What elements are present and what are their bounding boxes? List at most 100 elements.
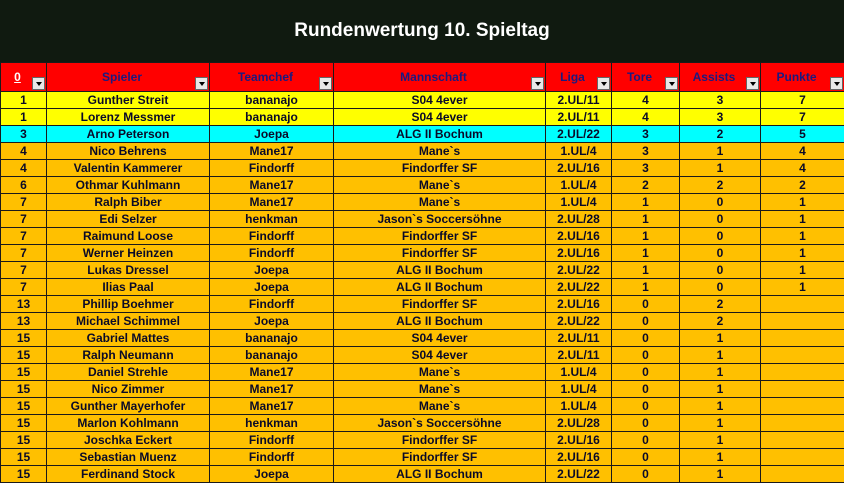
- cell-punkte: [761, 347, 844, 364]
- cell-assists: 1: [680, 449, 761, 466]
- cell-teamchef: Findorff: [210, 160, 334, 177]
- filter-dropdown-icon[interactable]: [319, 77, 332, 90]
- cell-player: Valentin Kammerer: [47, 160, 210, 177]
- cell-punkte: [761, 381, 844, 398]
- cell-punkte: [761, 449, 844, 466]
- cell-assists: 1: [680, 330, 761, 347]
- cell-teamchef: Joepa: [210, 262, 334, 279]
- column-header-punkte: Punkte: [761, 63, 844, 92]
- cell-tore: 1: [612, 211, 680, 228]
- cell-teamchef: Joepa: [210, 313, 334, 330]
- cell-mannschaft: Findorffer SF: [334, 228, 546, 245]
- cell-punkte: 4: [761, 143, 844, 160]
- cell-tore: 0: [612, 364, 680, 381]
- cell-punkte: 7: [761, 109, 844, 126]
- cell-teamchef: Findorff: [210, 432, 334, 449]
- cell-rank: 1: [1, 109, 47, 126]
- cell-teamchef: Mane17: [210, 398, 334, 415]
- cell-liga: 2.UL/22: [546, 313, 612, 330]
- cell-teamchef: Findorff: [210, 228, 334, 245]
- filter-dropdown-icon[interactable]: [195, 77, 208, 90]
- filter-dropdown-icon[interactable]: [830, 77, 843, 90]
- cell-punkte: [761, 364, 844, 381]
- column-header-label: Mannschaft: [400, 70, 479, 84]
- cell-punkte: 5: [761, 126, 844, 143]
- cell-rank: 7: [1, 211, 47, 228]
- filter-dropdown-icon[interactable]: [32, 77, 45, 90]
- cell-punkte: [761, 296, 844, 313]
- cell-assists: 2: [680, 126, 761, 143]
- column-header-rank: 0: [1, 63, 47, 92]
- column-header-label: 0: [14, 70, 33, 84]
- cell-rank: 15: [1, 449, 47, 466]
- cell-tore: 1: [612, 279, 680, 296]
- cell-tore: 4: [612, 92, 680, 109]
- column-header-tore: Tore: [612, 63, 680, 92]
- cell-tore: 0: [612, 466, 680, 483]
- cell-tore: 2: [612, 177, 680, 194]
- page-title: Rundenwertung 10. Spieltag: [0, 0, 844, 62]
- cell-teamchef: Findorff: [210, 449, 334, 466]
- cell-assists: 2: [680, 296, 761, 313]
- cell-assists: 1: [680, 160, 761, 177]
- cell-mannschaft: Mane`s: [334, 364, 546, 381]
- cell-assists: 1: [680, 466, 761, 483]
- cell-player: Lorenz Messmer: [47, 109, 210, 126]
- cell-rank: 7: [1, 194, 47, 211]
- cell-liga: 2.UL/16: [546, 449, 612, 466]
- filter-dropdown-icon[interactable]: [531, 77, 544, 90]
- cell-assists: 0: [680, 228, 761, 245]
- cell-rank: 15: [1, 381, 47, 398]
- cell-rank: 3: [1, 126, 47, 143]
- cell-liga: 1.UL/4: [546, 177, 612, 194]
- cell-mannschaft: Mane`s: [334, 194, 546, 211]
- cell-mannschaft: Mane`s: [334, 381, 546, 398]
- filter-dropdown-icon[interactable]: [665, 77, 678, 90]
- cell-player: Nico Behrens: [47, 143, 210, 160]
- filter-dropdown-icon[interactable]: [597, 77, 610, 90]
- cell-mannschaft: ALG II Bochum: [334, 262, 546, 279]
- cell-tore: 0: [612, 313, 680, 330]
- cell-mannschaft: ALG II Bochum: [334, 126, 546, 143]
- cell-rank: 15: [1, 330, 47, 347]
- cell-liga: 1.UL/4: [546, 364, 612, 381]
- cell-tore: 1: [612, 194, 680, 211]
- cell-assists: 3: [680, 109, 761, 126]
- cell-mannschaft: S04 4ever: [334, 330, 546, 347]
- cell-tore: 0: [612, 347, 680, 364]
- cell-assists: 0: [680, 262, 761, 279]
- cell-mannschaft: Findorffer SF: [334, 432, 546, 449]
- column-header-label: Spieler: [102, 70, 154, 84]
- cell-tore: 4: [612, 109, 680, 126]
- cell-player: Gunther Mayerhofer: [47, 398, 210, 415]
- cell-liga: 1.UL/4: [546, 381, 612, 398]
- cell-tore: 1: [612, 245, 680, 262]
- cell-punkte: 1: [761, 194, 844, 211]
- cell-teamchef: Findorff: [210, 245, 334, 262]
- cell-rank: 15: [1, 364, 47, 381]
- column-header-assists: Assists: [680, 63, 761, 92]
- column-header-label: Teamchef: [238, 70, 305, 84]
- filter-dropdown-icon[interactable]: [746, 77, 759, 90]
- cell-punkte: 1: [761, 262, 844, 279]
- cell-rank: 1: [1, 92, 47, 109]
- cell-mannschaft: Findorffer SF: [334, 245, 546, 262]
- cell-assists: 0: [680, 245, 761, 262]
- cell-player: Raimund Loose: [47, 228, 210, 245]
- cell-teamchef: Mane17: [210, 143, 334, 160]
- cell-rank: 15: [1, 415, 47, 432]
- cell-teamchef: bananajo: [210, 109, 334, 126]
- cell-tore: 0: [612, 398, 680, 415]
- cell-player: Nico Zimmer: [47, 381, 210, 398]
- cell-rank: 15: [1, 347, 47, 364]
- cell-teamchef: Mane17: [210, 381, 334, 398]
- column-header-mannschaft: Mannschaft: [334, 63, 546, 92]
